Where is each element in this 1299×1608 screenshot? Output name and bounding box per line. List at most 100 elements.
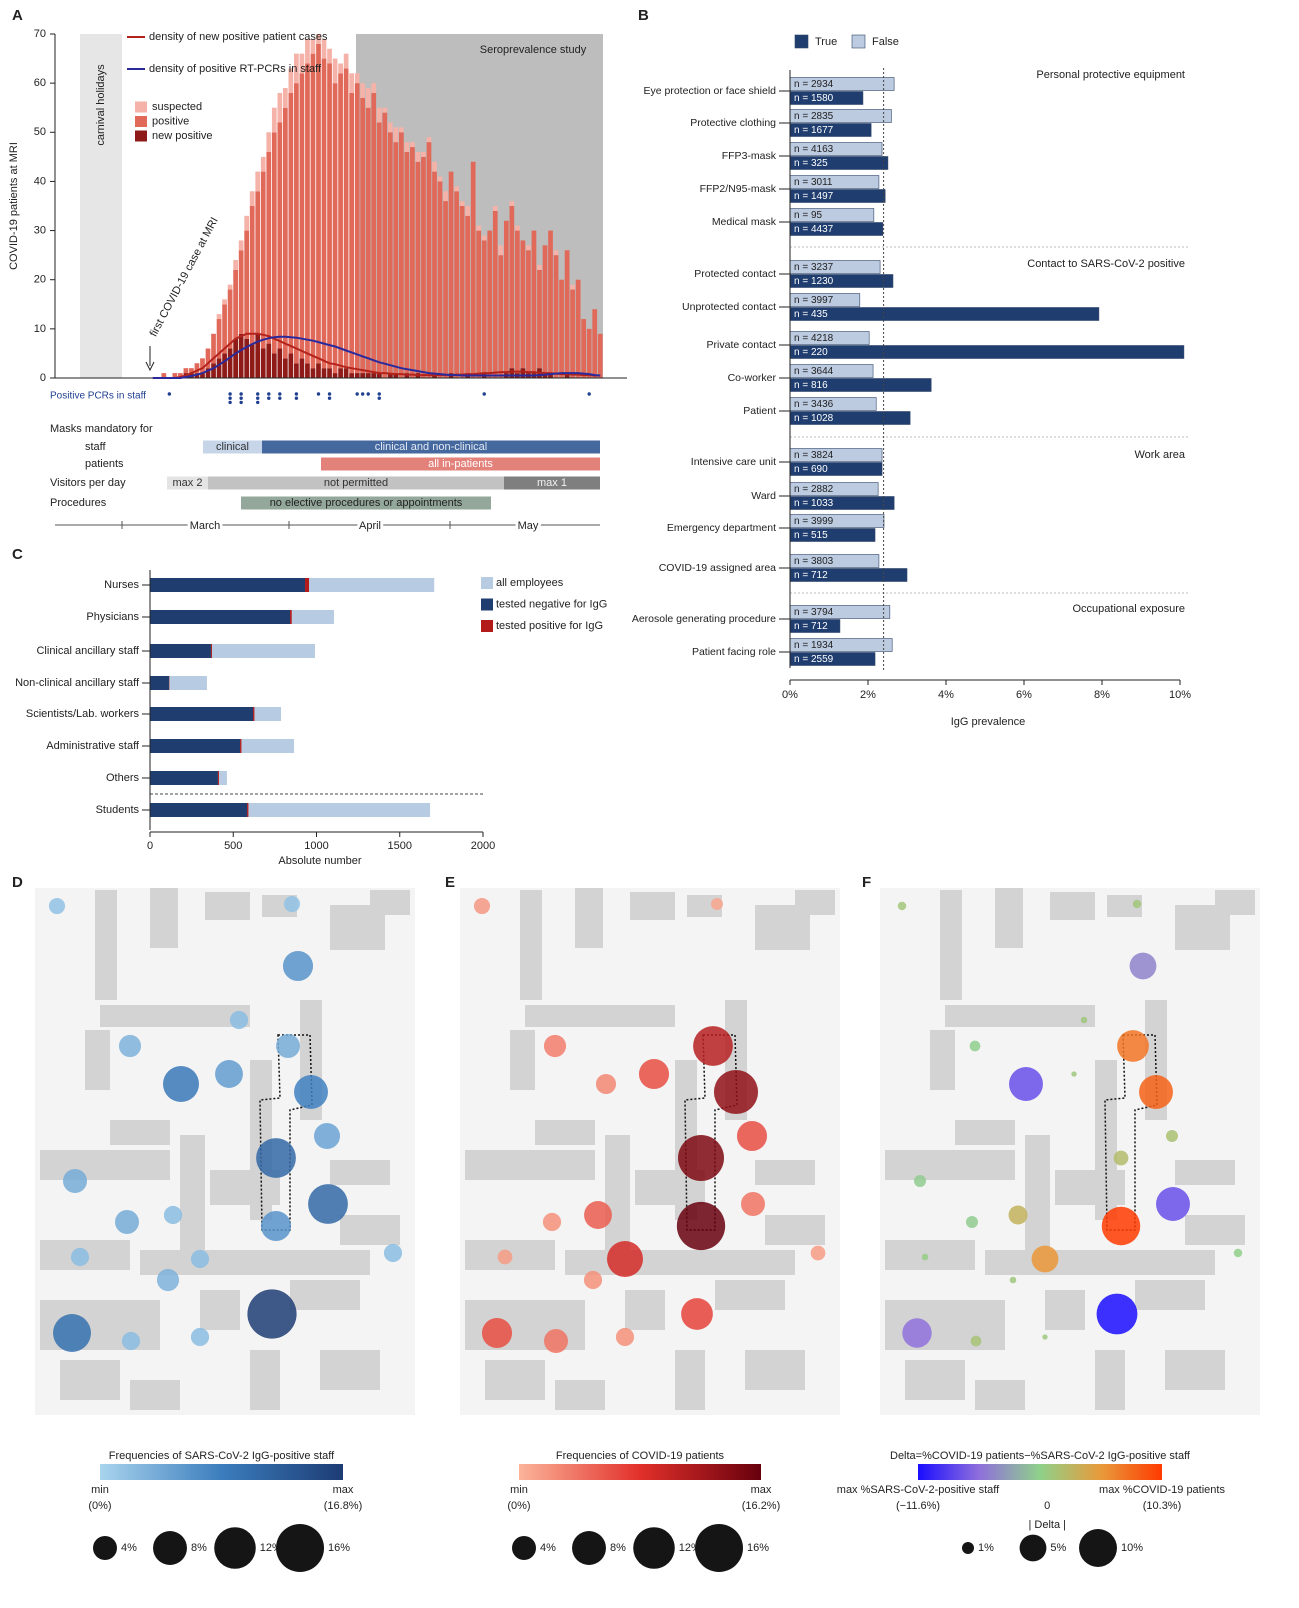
size-key-label: 8% — [610, 1542, 626, 1554]
timeline-segment-label: max 2 — [173, 477, 203, 489]
building — [795, 890, 835, 915]
bar-segment — [183, 368, 189, 374]
bar-segment — [542, 245, 548, 374]
size-title: | Delta | — [1028, 1519, 1066, 1531]
bar-segment — [509, 201, 515, 206]
bar-segment — [332, 373, 338, 378]
pcr-dot — [377, 396, 381, 400]
bubble — [63, 1169, 87, 1193]
category-label: Physicians — [86, 611, 139, 623]
bar-segment — [371, 92, 377, 374]
bubble — [1233, 1248, 1243, 1258]
bar-segment — [515, 225, 520, 231]
bubble — [607, 1241, 643, 1277]
legend-swatch — [481, 598, 493, 611]
month-label: March — [190, 520, 221, 532]
bar-segment — [238, 333, 244, 378]
building — [1135, 1280, 1205, 1310]
pcr-dot — [256, 396, 260, 400]
group-label: Personal protective equipment — [1036, 69, 1185, 81]
bar-segment — [526, 250, 531, 374]
legend-label: new positive — [152, 130, 213, 142]
carnival-band — [80, 34, 122, 378]
bar-segment — [332, 83, 338, 374]
building — [985, 1250, 1215, 1275]
bar-segment — [321, 58, 327, 369]
bar-segment — [282, 107, 288, 359]
annotation: first COVID-19 case at MRI — [148, 215, 221, 338]
building — [110, 1120, 170, 1145]
x-tick-label: 1000 — [304, 840, 328, 852]
building — [930, 1030, 955, 1090]
bar-segment — [343, 68, 349, 369]
pcr-dot — [278, 392, 282, 396]
bubble — [711, 898, 723, 910]
bar-segment — [537, 269, 542, 369]
n-label: n = 712 — [794, 621, 828, 632]
bar-segment — [216, 358, 222, 378]
n-label: n = 3824 — [794, 450, 834, 461]
range-label: 0 — [1044, 1500, 1050, 1512]
timeline-segment — [504, 476, 600, 490]
range-title: max %SARS-CoV-2-positive staff — [837, 1484, 1000, 1496]
bar-segment — [548, 373, 553, 378]
bar-segment — [398, 132, 404, 378]
bar-segment — [310, 38, 316, 54]
pcr-dot — [256, 400, 260, 405]
bar-segment — [437, 181, 443, 378]
timeline-row-label: Visitors per day — [50, 477, 126, 489]
range-label: (16.8%) — [324, 1500, 363, 1512]
n-label: n = 4437 — [794, 224, 834, 235]
legend-label: positive — [152, 115, 189, 127]
building — [885, 1150, 1015, 1180]
size-key — [962, 1542, 974, 1554]
pcr-day — [294, 392, 299, 400]
bubble — [1008, 1205, 1028, 1225]
bubble — [736, 1120, 768, 1152]
category-label: Medical mask — [712, 216, 777, 228]
range-title: max %COVID-19 patients — [1099, 1484, 1225, 1496]
building — [85, 1030, 110, 1090]
bubble — [677, 1134, 725, 1182]
bar-segment — [492, 210, 498, 378]
bar-segment — [150, 578, 306, 592]
color-bar — [100, 1464, 343, 1480]
category-label: Clinical ancillary staff — [36, 645, 139, 657]
legend-swatch — [851, 34, 866, 49]
range-title: max — [751, 1484, 772, 1496]
size-key — [512, 1536, 536, 1560]
timeline-segment — [167, 476, 208, 490]
bubble — [1132, 899, 1142, 909]
bar-segment — [404, 142, 410, 152]
bar-segment — [294, 83, 299, 364]
y-tick-label: 10 — [34, 323, 46, 335]
x-axis-label: Absolute number — [278, 855, 361, 867]
bar-segment — [305, 38, 310, 64]
n-label: n = 712 — [794, 570, 828, 581]
legend-label: density of positive RT-PCRs in staff — [149, 63, 322, 75]
pcr-dot — [239, 396, 243, 400]
bubble — [810, 1245, 826, 1261]
building — [510, 1030, 535, 1090]
building — [205, 892, 250, 920]
size-key-label: 4% — [121, 1542, 137, 1554]
y-tick-label: 40 — [34, 175, 46, 187]
n-label: n = 3237 — [794, 262, 834, 273]
n-label: n = 2934 — [794, 79, 834, 90]
bubble — [1129, 952, 1157, 980]
n-label: n = 816 — [794, 380, 828, 391]
bar-segment — [244, 230, 250, 339]
building — [940, 890, 962, 1000]
density-line — [152, 332, 601, 379]
bar-segment — [531, 230, 537, 374]
bar-segment — [581, 319, 587, 378]
bar-segment — [178, 373, 183, 378]
building — [95, 890, 117, 1000]
building — [1165, 1350, 1225, 1390]
building — [575, 888, 603, 948]
bar-segment — [393, 142, 399, 374]
bubble — [584, 1201, 612, 1229]
bar-segment — [548, 230, 553, 374]
n-label: n = 3997 — [794, 295, 834, 306]
